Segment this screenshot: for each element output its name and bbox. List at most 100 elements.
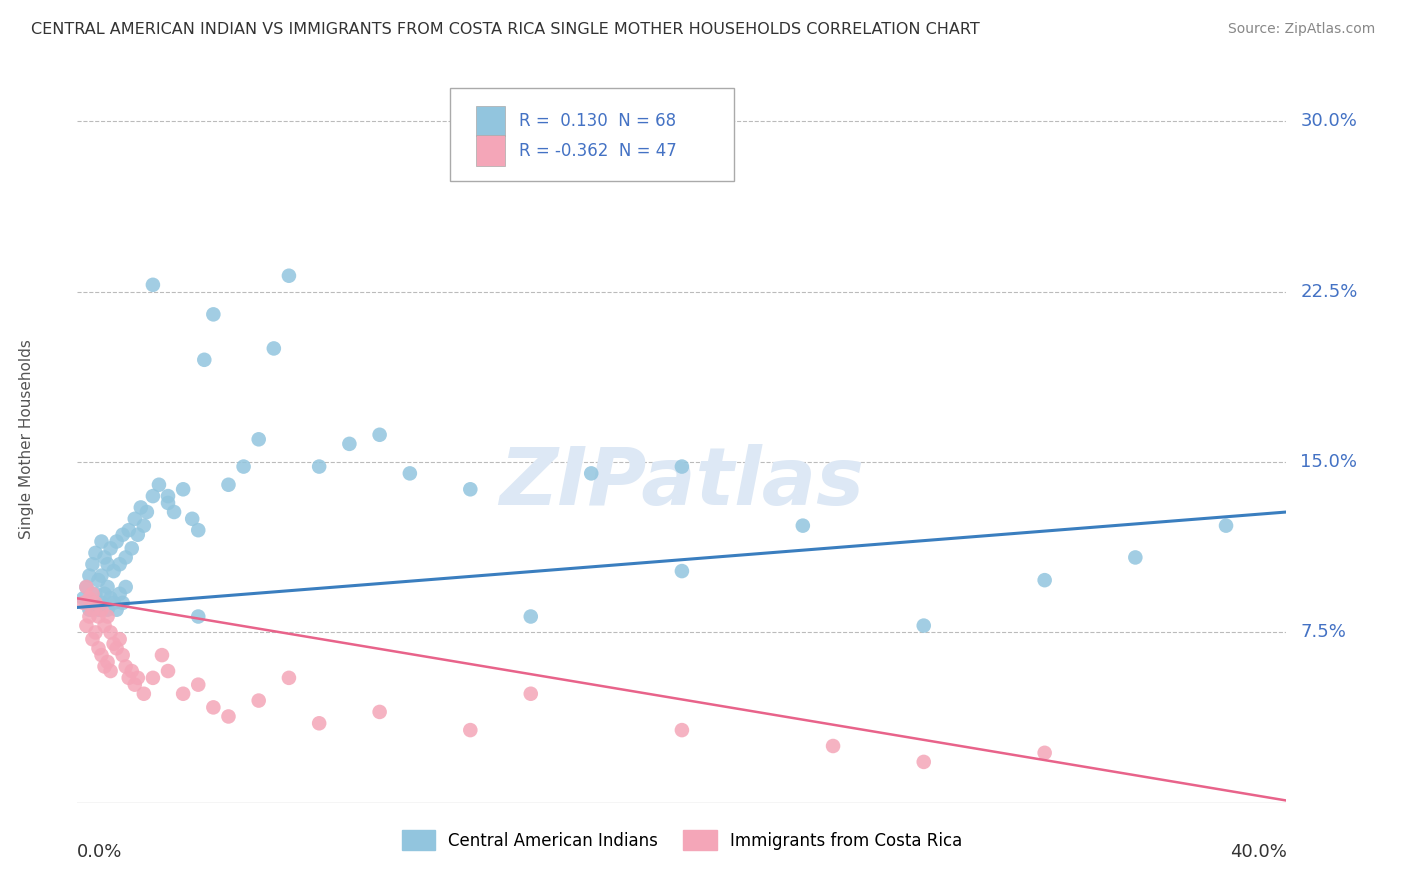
Point	[278, 268, 301, 283]
Point	[114, 659, 136, 673]
Point	[912, 755, 935, 769]
Text: Single Mother Households: Single Mother Households	[20, 339, 34, 540]
Point	[132, 687, 155, 701]
Point	[308, 459, 330, 474]
Point	[671, 723, 693, 737]
Point	[82, 603, 104, 617]
Text: 7.5%: 7.5%	[1301, 624, 1347, 641]
Point	[150, 648, 173, 662]
Point	[111, 648, 134, 662]
Point	[202, 307, 225, 321]
Point	[157, 496, 180, 510]
Point	[1215, 518, 1237, 533]
Point	[105, 641, 128, 656]
Point	[912, 618, 935, 632]
Point	[82, 632, 104, 647]
Point	[72, 596, 94, 610]
FancyBboxPatch shape	[477, 136, 505, 166]
Text: 30.0%: 30.0%	[1301, 112, 1357, 130]
Point	[520, 687, 543, 701]
Point	[1033, 573, 1056, 587]
Point	[193, 352, 215, 367]
Point	[108, 558, 131, 572]
Point	[157, 664, 180, 678]
Point	[90, 603, 112, 617]
Point	[124, 678, 146, 692]
Point	[79, 603, 101, 617]
Point	[121, 541, 143, 556]
Point	[118, 671, 141, 685]
Point	[458, 483, 481, 497]
Point	[247, 432, 270, 446]
Point	[87, 641, 110, 656]
Point	[90, 534, 112, 549]
Text: R =  0.130  N = 68: R = 0.130 N = 68	[519, 112, 676, 130]
Point	[399, 467, 422, 481]
Point	[129, 500, 152, 515]
Point	[114, 550, 136, 565]
Point	[84, 596, 107, 610]
Text: 15.0%: 15.0%	[1301, 453, 1357, 471]
Point	[93, 659, 115, 673]
Point	[84, 546, 107, 560]
Point	[105, 534, 128, 549]
Point	[187, 609, 209, 624]
Point	[96, 603, 118, 617]
Legend: Central American Indians, Immigrants from Costa Rica: Central American Indians, Immigrants fro…	[395, 823, 969, 856]
Point	[247, 693, 270, 707]
Point	[103, 564, 125, 578]
Text: ZIPatlas: ZIPatlas	[499, 444, 865, 522]
Point	[163, 505, 186, 519]
Point	[278, 671, 301, 685]
Point	[108, 587, 131, 601]
Point	[671, 459, 693, 474]
Point	[87, 609, 110, 624]
Point	[142, 277, 165, 292]
Point	[172, 687, 194, 701]
Point	[75, 618, 97, 632]
Point	[103, 596, 125, 610]
Point	[75, 580, 97, 594]
Point	[218, 477, 240, 491]
Point	[121, 664, 143, 678]
Text: 0.0%: 0.0%	[77, 843, 122, 861]
Point	[148, 477, 170, 491]
Point	[187, 523, 209, 537]
Point	[368, 705, 391, 719]
Point	[135, 505, 157, 519]
Point	[232, 459, 254, 474]
Point	[368, 427, 391, 442]
Point	[792, 518, 814, 533]
Point	[308, 716, 330, 731]
Point	[93, 618, 115, 632]
Point	[84, 625, 107, 640]
Point	[82, 558, 104, 572]
Point	[96, 580, 118, 594]
Point	[263, 342, 285, 356]
Point	[202, 700, 225, 714]
Point	[100, 625, 122, 640]
Point	[90, 596, 112, 610]
Point	[821, 739, 844, 753]
Point	[108, 632, 131, 647]
Point	[100, 664, 122, 678]
FancyBboxPatch shape	[477, 105, 505, 136]
Point	[172, 483, 194, 497]
Point	[84, 587, 107, 601]
Point	[118, 523, 141, 537]
Text: 22.5%: 22.5%	[1301, 283, 1358, 301]
Point	[82, 596, 104, 610]
Point	[93, 587, 115, 601]
Point	[100, 541, 122, 556]
Point	[520, 609, 543, 624]
Point	[142, 671, 165, 685]
Point	[581, 467, 603, 481]
Point	[87, 603, 110, 617]
Point	[187, 678, 209, 692]
Point	[100, 591, 122, 606]
Point	[93, 550, 115, 565]
Point	[111, 596, 134, 610]
Point	[75, 580, 97, 594]
Point	[671, 564, 693, 578]
Point	[181, 512, 204, 526]
